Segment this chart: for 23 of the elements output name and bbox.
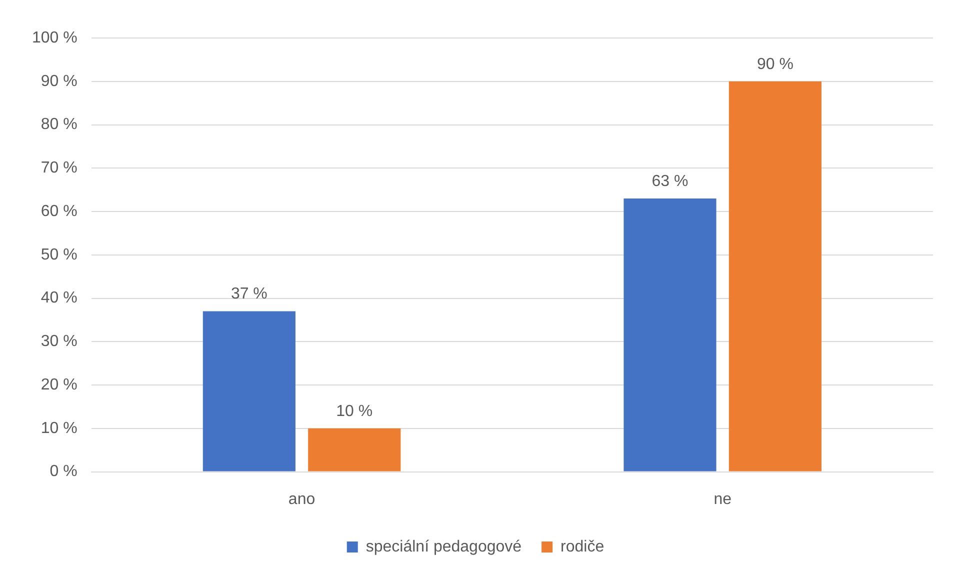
- data-label: 10 %: [336, 402, 373, 420]
- y-tick-label: 70 %: [40, 160, 78, 177]
- data-label: 37 %: [230, 286, 268, 303]
- legend-label: speciální pedagogové: [366, 538, 522, 556]
- y-tick-label: 90 %: [40, 72, 78, 90]
- data-label: 63 %: [652, 172, 688, 190]
- y-tick-label: 100 %: [32, 29, 78, 46]
- bar: [728, 81, 822, 472]
- bar: [624, 198, 716, 472]
- bar: [202, 311, 296, 472]
- y-tick-label: 20 %: [40, 376, 78, 394]
- y-tick-label: 40 %: [40, 290, 78, 307]
- y-tick-label: 80 %: [40, 116, 78, 134]
- y-tick-label: 60 %: [40, 202, 78, 220]
- y-tick-label: 30 %: [40, 333, 78, 350]
- data-label: 90 %: [756, 56, 794, 73]
- bar: [308, 428, 401, 472]
- y-tick-label: 0 %: [50, 463, 78, 480]
- y-tick-label: 50 %: [40, 246, 78, 264]
- legend-label: rodiče: [560, 538, 604, 556]
- x-tick-label: ano: [288, 490, 316, 508]
- x-tick-label: ne: [714, 490, 732, 508]
- y-tick-label: 10 %: [40, 420, 78, 437]
